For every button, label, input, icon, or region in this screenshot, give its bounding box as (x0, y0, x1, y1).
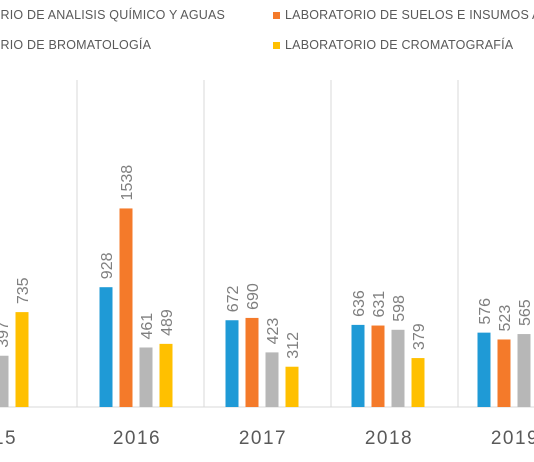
bar (411, 358, 425, 407)
data-label: 636 (351, 290, 368, 317)
data-label: 397 (0, 321, 12, 348)
x-tick-label: 2019 (491, 428, 534, 449)
bar (371, 325, 385, 407)
data-label: 312 (285, 332, 302, 359)
bar (119, 208, 133, 407)
bar (225, 320, 239, 407)
x-tick-label: 2015 (0, 428, 17, 449)
bar (15, 312, 29, 407)
bar (159, 343, 173, 407)
data-label: 598 (391, 295, 408, 322)
bar (285, 366, 299, 407)
data-label: 576 (477, 298, 494, 325)
bar (517, 334, 531, 407)
data-label: 735 (15, 277, 32, 304)
bar (497, 339, 511, 407)
data-label: 565 (517, 299, 534, 326)
legend-label: LABORATORIO DE SUELOS E INSUMOS AGRÍCOLA… (285, 7, 534, 22)
bar (391, 329, 405, 407)
bar (0, 355, 9, 407)
bar (477, 332, 491, 407)
legend-label: LABORATORIO DE ANALISIS QUÍMICO Y AGUAS (0, 7, 225, 22)
bar (99, 287, 113, 407)
data-label: 631 (371, 291, 388, 318)
data-label: 672 (225, 285, 242, 312)
data-label: 690 (245, 283, 262, 310)
data-label: 523 (497, 305, 514, 332)
bar (139, 347, 153, 407)
x-tick-label: 2018 (365, 428, 413, 449)
bar (351, 324, 365, 407)
data-label: 489 (159, 309, 176, 336)
data-label: 928 (99, 252, 116, 279)
legend-label: LABORATORIO DE CROMATOGRAFÍA (285, 37, 514, 52)
bar (245, 317, 259, 407)
data-label: 423 (265, 318, 282, 345)
legend-label: LABORATORIO DE BROMATOLOGÍA (0, 37, 152, 52)
x-tick-label: 2017 (239, 428, 287, 449)
data-label: 461 (139, 313, 156, 340)
x-tick-label: 2016 (113, 428, 161, 449)
bar (265, 352, 279, 407)
legend-swatch (273, 12, 280, 19)
data-label: 1538 (119, 165, 136, 201)
legend-swatch (273, 42, 280, 49)
data-label: 379 (411, 323, 428, 350)
